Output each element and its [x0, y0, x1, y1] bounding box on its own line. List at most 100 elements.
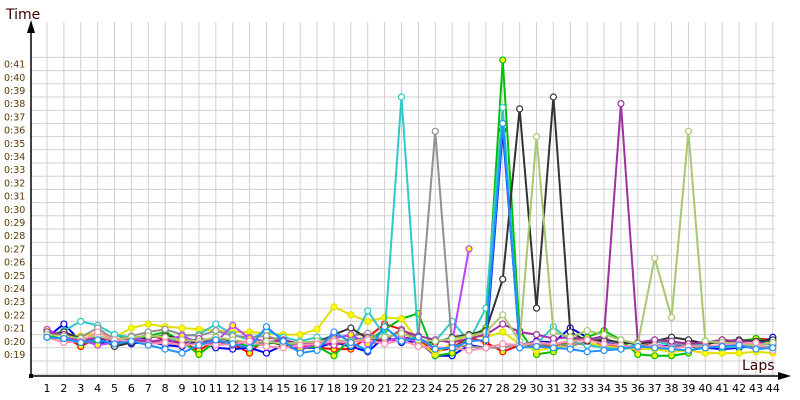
data-point	[769, 344, 777, 352]
data-point	[60, 320, 68, 328]
data-point	[499, 311, 507, 319]
data-point	[549, 328, 558, 336]
y-axis-title: Time	[5, 7, 40, 23]
data-point	[94, 336, 102, 344]
origin-marker	[29, 374, 33, 378]
x-tick-label: 23	[411, 382, 425, 395]
x-tick-label: 19	[344, 382, 358, 395]
data-point	[532, 304, 541, 312]
data-point	[212, 327, 220, 335]
data-point	[499, 103, 507, 112]
data-point	[262, 349, 271, 357]
x-tick-label: 42	[732, 382, 746, 395]
data-point	[617, 345, 625, 353]
data-point	[549, 93, 558, 101]
x-tick-label: 15	[276, 382, 290, 395]
data-point	[482, 344, 490, 352]
data-point	[448, 344, 456, 352]
data-point	[465, 346, 473, 355]
data-point	[60, 334, 68, 343]
data-point	[330, 352, 338, 360]
x-tick-label: 7	[145, 382, 152, 395]
data-point	[516, 105, 524, 113]
data-point	[364, 336, 372, 344]
series-4	[43, 93, 777, 353]
data-point	[566, 345, 574, 353]
data-point	[347, 324, 355, 332]
y-tick-label: 0:30	[4, 205, 25, 216]
data-point	[617, 99, 625, 108]
x-tick-label: 37	[648, 382, 662, 395]
x-tick-label: 26	[462, 382, 476, 395]
data-point	[516, 344, 524, 352]
x-tick-label: 40	[698, 382, 712, 395]
data-point	[499, 320, 507, 328]
x-tick-label: 33	[580, 382, 594, 395]
data-point	[279, 337, 287, 345]
y-tick-label: 0:40	[4, 73, 25, 84]
series-line	[46, 96, 773, 351]
x-tick-label: 38	[665, 382, 679, 395]
data-point	[583, 336, 591, 344]
x-tick-label: 12	[226, 382, 240, 395]
x-tick-label: 21	[378, 382, 392, 395]
series-group	[43, 56, 777, 360]
data-point	[414, 333, 422, 341]
x-tick-label: 34	[597, 382, 611, 395]
data-point	[684, 346, 693, 355]
y-tick-label: 0:34	[4, 152, 25, 163]
data-point	[330, 337, 338, 345]
data-point	[752, 345, 760, 353]
x-tick-label: 25	[445, 382, 459, 395]
x-tick-label: 29	[513, 382, 527, 395]
grid	[31, 22, 775, 376]
data-point	[262, 323, 271, 331]
y-tick-label: 0:26	[4, 258, 25, 269]
data-point	[313, 346, 321, 355]
data-point	[381, 323, 389, 331]
data-point	[313, 325, 321, 333]
data-point	[195, 350, 203, 358]
x-tick-label: 5	[111, 382, 118, 395]
x-tick-label: 6	[128, 382, 135, 395]
y-tick-label: 0:37	[4, 112, 25, 123]
y-tick-label: 0:23	[4, 297, 25, 308]
data-point	[667, 345, 676, 353]
data-point	[566, 337, 574, 345]
data-point	[161, 338, 169, 347]
data-point	[583, 327, 591, 335]
x-tick-labels: 1 2 3 4 5 6 7 8 9 10 11 12 13 14 15 16 17 18 19 20 21 22 23 24 2…	[44, 382, 780, 395]
data-point	[364, 317, 372, 325]
x-tick-label: 11	[209, 382, 223, 395]
y-tick-label: 0:29	[4, 218, 25, 229]
data-point	[684, 127, 693, 135]
data-point	[549, 344, 558, 352]
data-point	[381, 340, 389, 348]
x-tick-label: 14	[259, 382, 273, 395]
data-point	[347, 311, 355, 319]
data-point	[397, 329, 406, 337]
data-point	[465, 337, 473, 345]
data-point	[499, 328, 507, 336]
data-point	[499, 340, 507, 348]
y-tick-label: 0:39	[4, 86, 25, 97]
data-point	[77, 317, 85, 325]
data-point	[735, 349, 743, 357]
x-tick-label: 41	[715, 382, 729, 395]
x-tick-label: 39	[681, 382, 695, 395]
y-tick-label: 0:41	[4, 60, 25, 71]
data-point	[600, 340, 608, 348]
data-point	[347, 338, 355, 347]
x-tick-label: 8	[162, 382, 169, 395]
x-tick-label: 20	[361, 382, 375, 395]
y-tick-label: 0:28	[4, 231, 25, 242]
x-tick-label: 31	[546, 382, 560, 395]
data-point	[651, 344, 659, 352]
data-point	[414, 342, 422, 351]
y-tick-label: 0:19	[4, 350, 25, 361]
x-tick-label: 43	[749, 382, 763, 395]
data-point	[752, 338, 760, 347]
y-tick-label: 0:33	[4, 165, 25, 176]
data-point	[262, 342, 271, 351]
data-point	[499, 275, 507, 283]
